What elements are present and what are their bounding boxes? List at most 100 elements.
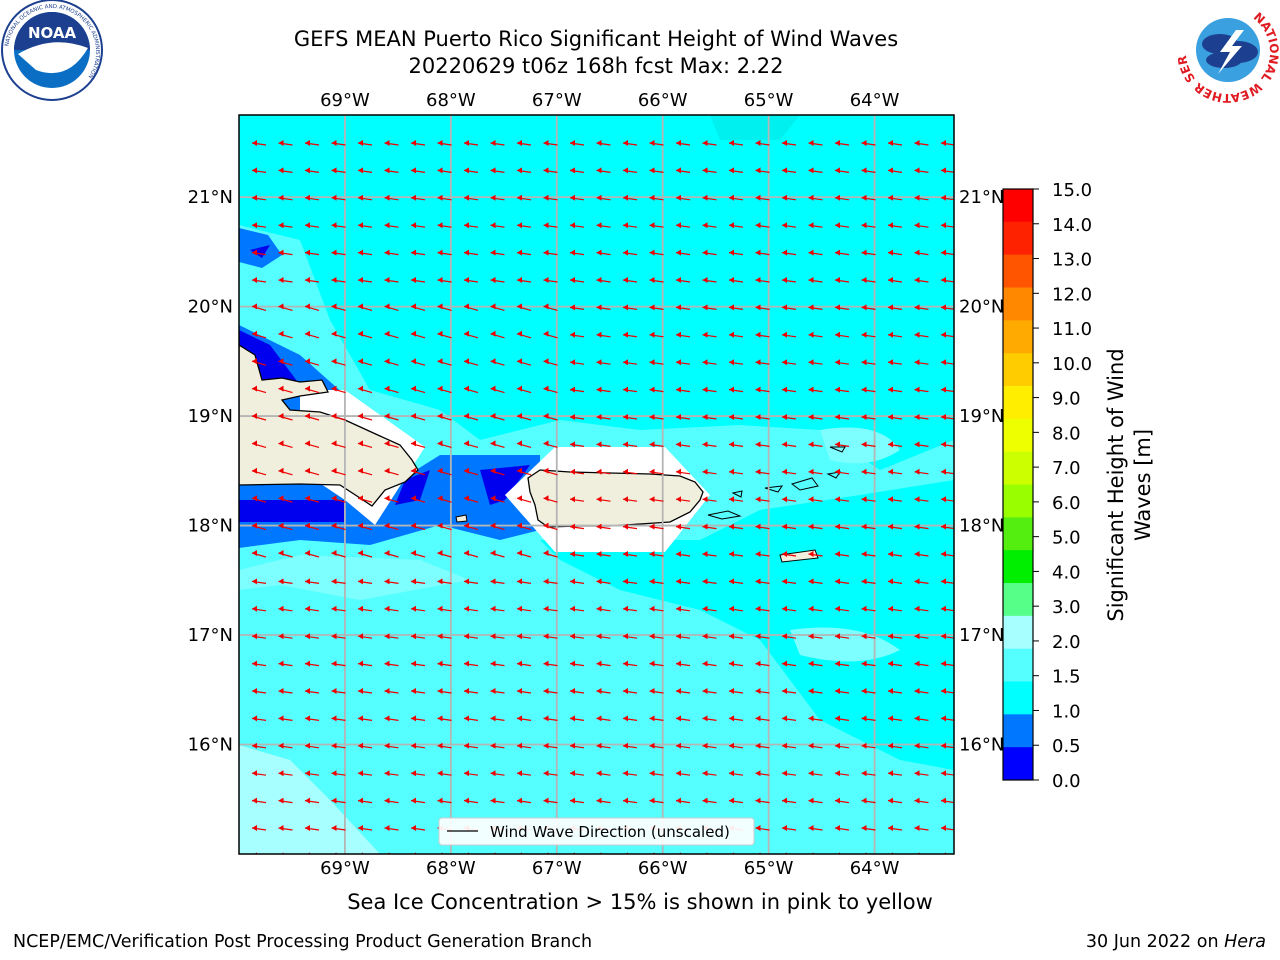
wind-wave-arrow-head bbox=[570, 468, 575, 475]
wind-wave-arrow-head bbox=[729, 359, 734, 366]
wind-wave-arrow-head bbox=[914, 633, 920, 640]
wind-wave-arrow-head bbox=[384, 825, 390, 831]
wind-wave-arrow-head bbox=[861, 715, 867, 722]
wind-wave-arrow-head bbox=[570, 770, 575, 777]
wind-wave-arrow-head bbox=[649, 578, 655, 585]
wind-wave-arrow-head bbox=[305, 770, 310, 777]
wind-wave-arrow-head bbox=[835, 770, 840, 777]
wind-wave-arrow-head bbox=[517, 797, 522, 804]
wind-wave-arrow-head bbox=[676, 386, 681, 393]
wind-wave-arrow-head bbox=[490, 495, 496, 502]
wind-wave-arrow-head bbox=[914, 551, 920, 557]
wind-wave-arrow-head bbox=[543, 522, 549, 529]
wind-wave-arrow-head bbox=[835, 496, 840, 503]
chart-subtitle: 20220629 t06z 168h fcst Max: 2.22 bbox=[408, 54, 784, 78]
wind-wave-arrow-head bbox=[649, 523, 655, 530]
wind-wave-arrow-head bbox=[649, 797, 655, 804]
wind-wave-arrow-head bbox=[464, 249, 469, 256]
wind-wave-arrow-head bbox=[914, 414, 920, 420]
wind-wave-arrow-head bbox=[278, 277, 284, 283]
wind-wave-arrow-head bbox=[649, 140, 655, 146]
wind-wave-arrow-head bbox=[861, 414, 867, 420]
wind-wave-arrow-head bbox=[596, 797, 602, 804]
wind-wave-arrow-head bbox=[437, 222, 443, 229]
wind-wave-arrow-head bbox=[570, 304, 575, 311]
wind-wave-arrow-head bbox=[649, 715, 655, 722]
wind-wave-arrow-head bbox=[490, 578, 496, 585]
wind-wave-arrow-head bbox=[888, 222, 893, 229]
wind-wave-arrow-head bbox=[755, 140, 761, 146]
wind-wave-arrow-head bbox=[676, 304, 681, 311]
wind-wave-arrow bbox=[279, 855, 293, 857]
wind-wave-arrow-head bbox=[278, 330, 284, 337]
wind-wave-arrow-head bbox=[861, 249, 867, 256]
wind-wave-arrow-head bbox=[278, 797, 284, 804]
wind-wave-arrow-head bbox=[490, 770, 496, 777]
wind-wave-arrow-head bbox=[437, 330, 443, 337]
wind-wave-arrow-head bbox=[305, 167, 310, 174]
wind-wave-arrow-head bbox=[755, 578, 761, 585]
wind-wave-arrow-head bbox=[570, 523, 575, 530]
wind-wave-arrow-head bbox=[570, 386, 575, 393]
latitude-label: 18°N bbox=[959, 516, 1004, 537]
wind-wave-arrow-head bbox=[835, 331, 840, 338]
wind-wave-arrow-head bbox=[623, 331, 628, 338]
wind-wave-arrow-head bbox=[596, 167, 602, 174]
wind-wave-arrow-head bbox=[676, 167, 681, 174]
wind-wave-arrow-head bbox=[331, 358, 337, 365]
wind-wave-arrow-head bbox=[411, 495, 416, 502]
wind-wave-arrow-head bbox=[331, 440, 337, 447]
wind-wave-arrow-head bbox=[835, 167, 840, 174]
wind-wave-arrow-head bbox=[305, 522, 310, 529]
wind-wave-arrow-head bbox=[358, 385, 363, 392]
wind-wave-arrow-head bbox=[623, 523, 628, 530]
longitude-label: 68°W bbox=[426, 858, 476, 879]
wind-wave-arrow-head bbox=[861, 660, 867, 667]
wind-wave-arrow-head bbox=[808, 304, 814, 311]
wind-wave-arrow-head bbox=[331, 797, 337, 804]
wind-wave-arrow-head bbox=[305, 660, 310, 667]
colorbar-label-line1: Significant Height of Wind bbox=[1104, 348, 1128, 621]
wind-wave-arrow-head bbox=[623, 359, 628, 366]
wind-wave-arrow-head bbox=[437, 277, 443, 283]
colorbar-swatch bbox=[1003, 615, 1033, 650]
noaa-logo-text: NOAA bbox=[28, 24, 77, 42]
wind-wave-arrow-head bbox=[623, 770, 628, 777]
wind-wave-arrow-head bbox=[384, 742, 390, 749]
wind-wave-arrow-head bbox=[464, 715, 469, 722]
wind-wave-arrow-head bbox=[729, 304, 734, 311]
wind-wave-arrow-head bbox=[331, 385, 337, 392]
colorbar-swatch bbox=[1003, 451, 1033, 485]
wind-wave-arrow-head bbox=[623, 496, 628, 503]
wind-wave-arrow-head bbox=[305, 222, 310, 229]
wind-wave-arrow-head bbox=[384, 140, 390, 146]
wind-wave-arrow-head bbox=[808, 742, 814, 749]
wind-wave-arrow-head bbox=[782, 797, 787, 804]
wind-wave-arrow-head bbox=[543, 605, 549, 612]
wind-wave-arrow-head bbox=[305, 194, 310, 201]
wind-wave-arrow-head bbox=[384, 413, 390, 419]
wind-wave-arrow-head bbox=[702, 359, 708, 366]
wind-wave-arrow-head bbox=[941, 441, 946, 448]
wind-wave-arrow-head bbox=[623, 633, 628, 640]
wind-wave-arrow-head bbox=[861, 386, 867, 393]
wind-wave-arrow-head bbox=[252, 222, 257, 229]
wind-wave-arrow-head bbox=[543, 413, 549, 419]
wind-wave-arrow-head bbox=[543, 277, 549, 283]
wind-wave-arrow-head bbox=[543, 578, 549, 585]
wind-wave-arrow-head bbox=[570, 249, 575, 256]
wind-wave-arrow-head bbox=[702, 688, 708, 694]
wind-wave-arrow-head bbox=[358, 522, 363, 529]
colorbar-swatch bbox=[1003, 320, 1033, 354]
wind-wave-arrow-head bbox=[517, 249, 522, 256]
wind-wave-arrow-head bbox=[437, 413, 443, 419]
colorbar-tick-label: 4.0 bbox=[1052, 562, 1081, 583]
wind-wave-arrow-head bbox=[358, 605, 363, 612]
wind-wave-arrow-head bbox=[755, 688, 761, 694]
wind-wave-arrow-head bbox=[782, 578, 787, 585]
wind-wave-arrow-head bbox=[941, 167, 946, 174]
wind-wave-arrow-head bbox=[252, 140, 257, 146]
wind-wave-arrow-head bbox=[941, 277, 946, 283]
wind-wave-arrow-head bbox=[278, 742, 284, 749]
wind-wave-arrow-head bbox=[729, 551, 734, 557]
